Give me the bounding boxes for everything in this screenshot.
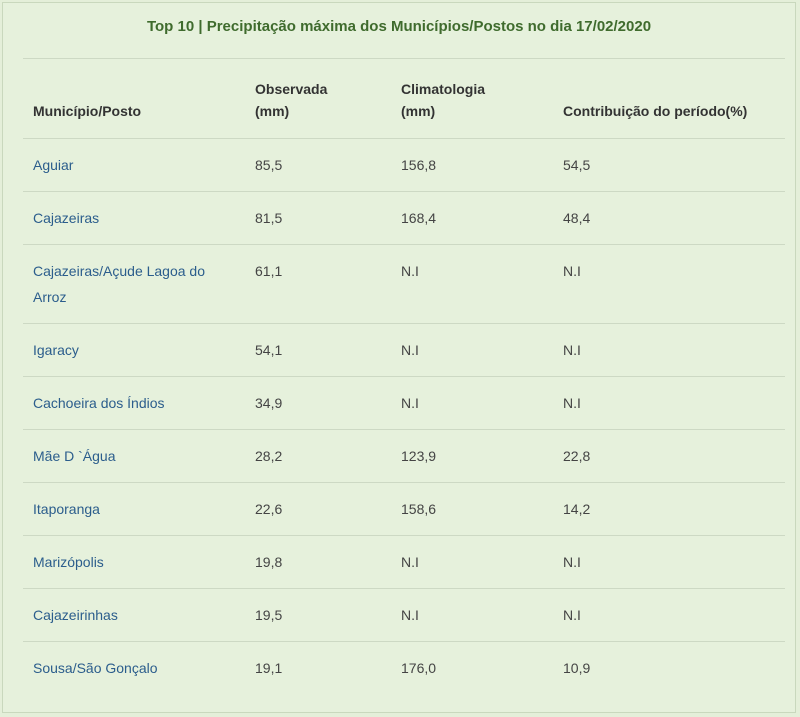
station-name[interactable]: Cachoeira dos Índios [23,376,245,430]
table-row: Aguiar 85,5 156,8 54,5 [23,138,785,192]
table-row: Itaporanga 22,6 158,6 14,2 [23,482,785,536]
table-row: Marizópolis 19,8 N.I N.I [23,535,785,589]
table-cell: N.I [553,376,785,430]
table-cell: N.I [391,244,553,324]
table-cell: 54,1 [245,323,391,377]
table: Município/Posto Observada (mm) Climatologi… [23,58,785,694]
station-name[interactable]: Aguiar [23,138,245,192]
station-name[interactable]: Sousa/São Gonçalo [23,641,245,694]
table-cell: 19,1 [245,641,391,694]
table-cell: 14,2 [553,482,785,536]
station-name[interactable]: Cajazeirinhas [23,588,245,642]
table-cell: 22,6 [245,482,391,536]
table-cell: N.I [553,323,785,377]
table-cell: 10,9 [553,641,785,694]
station-name[interactable]: Cajazeiras/Açude Lagoa do Arroz [23,244,245,324]
table-cell: 61,1 [245,244,391,324]
station-name[interactable]: Igaracy [23,323,245,377]
table-body: Aguiar 85,5 156,8 54,5 Cajazeiras 81,5 168,4 48… [23,138,785,694]
table-cell: 22,8 [553,429,785,483]
column-header-text: Observada (mm) [255,81,328,119]
column-header: Município/Posto [23,58,245,139]
table-row: Cachoeira dos Índios 34,9 N.I N.I [23,376,785,430]
table-title: Top 10 | Precipitação máxima dos Municíp… [146,18,652,35]
table-cell: 176,0 [391,641,553,694]
table-cell: N.I [391,376,553,430]
table-cell: N.I [391,588,553,642]
table-cell: 168,4 [391,191,553,245]
table-cell: 19,8 [245,535,391,589]
column-header: Climatologia (mm) [391,58,553,139]
table-cell: 54,5 [553,138,785,192]
table-cell: 81,5 [245,191,391,245]
table-cell: 48,4 [553,191,785,245]
table-cell: N.I [391,535,553,589]
column-header: Observada (mm) [245,58,391,139]
table-row: Cajazeiras 81,5 168,4 48,4 [23,191,785,245]
table-cell: 158,6 [391,482,553,536]
table-cell: N.I [553,244,785,324]
station-name[interactable]: Marizópolis [23,535,245,589]
station-name[interactable]: Cajazeiras [23,191,245,245]
column-header-text: Climatologia (mm) [401,81,486,119]
table-row: Igaracy 54,1 N.I N.I [23,323,785,377]
table-cell: N.I [553,588,785,642]
column-header-text: Contribuição do período(%) [563,103,748,119]
table-cell: 156,8 [391,138,553,192]
table-row: Cajazeiras/Açude Lagoa do Arroz 61,1 N.I N.… [23,244,785,324]
table-cell: N.I [391,323,553,377]
table-cell: 123,9 [391,429,553,483]
table-cell: 19,5 [245,588,391,642]
table-cell: 28,2 [245,429,391,483]
table-cell: 85,5 [245,138,391,192]
header-row: Município/Posto Observada (mm) Climatologi… [23,58,785,139]
table-row: Cajazeirinhas 19,5 N.I N.I [23,588,785,642]
table-row: Sousa/São Gonçalo 19,1 176,0 10,9 [23,641,785,694]
station-name[interactable]: Itaporanga [23,482,245,536]
column-header: Contribuição do período(%) [553,58,785,139]
table-row: Mãe D `Água 28,2 123,9 22,8 [23,429,785,483]
column-header-text: Município/Posto [33,103,142,119]
table-cell: N.I [553,535,785,589]
table-cell: 34,9 [245,376,391,430]
station-name[interactable]: Mãe D `Água [23,429,245,483]
